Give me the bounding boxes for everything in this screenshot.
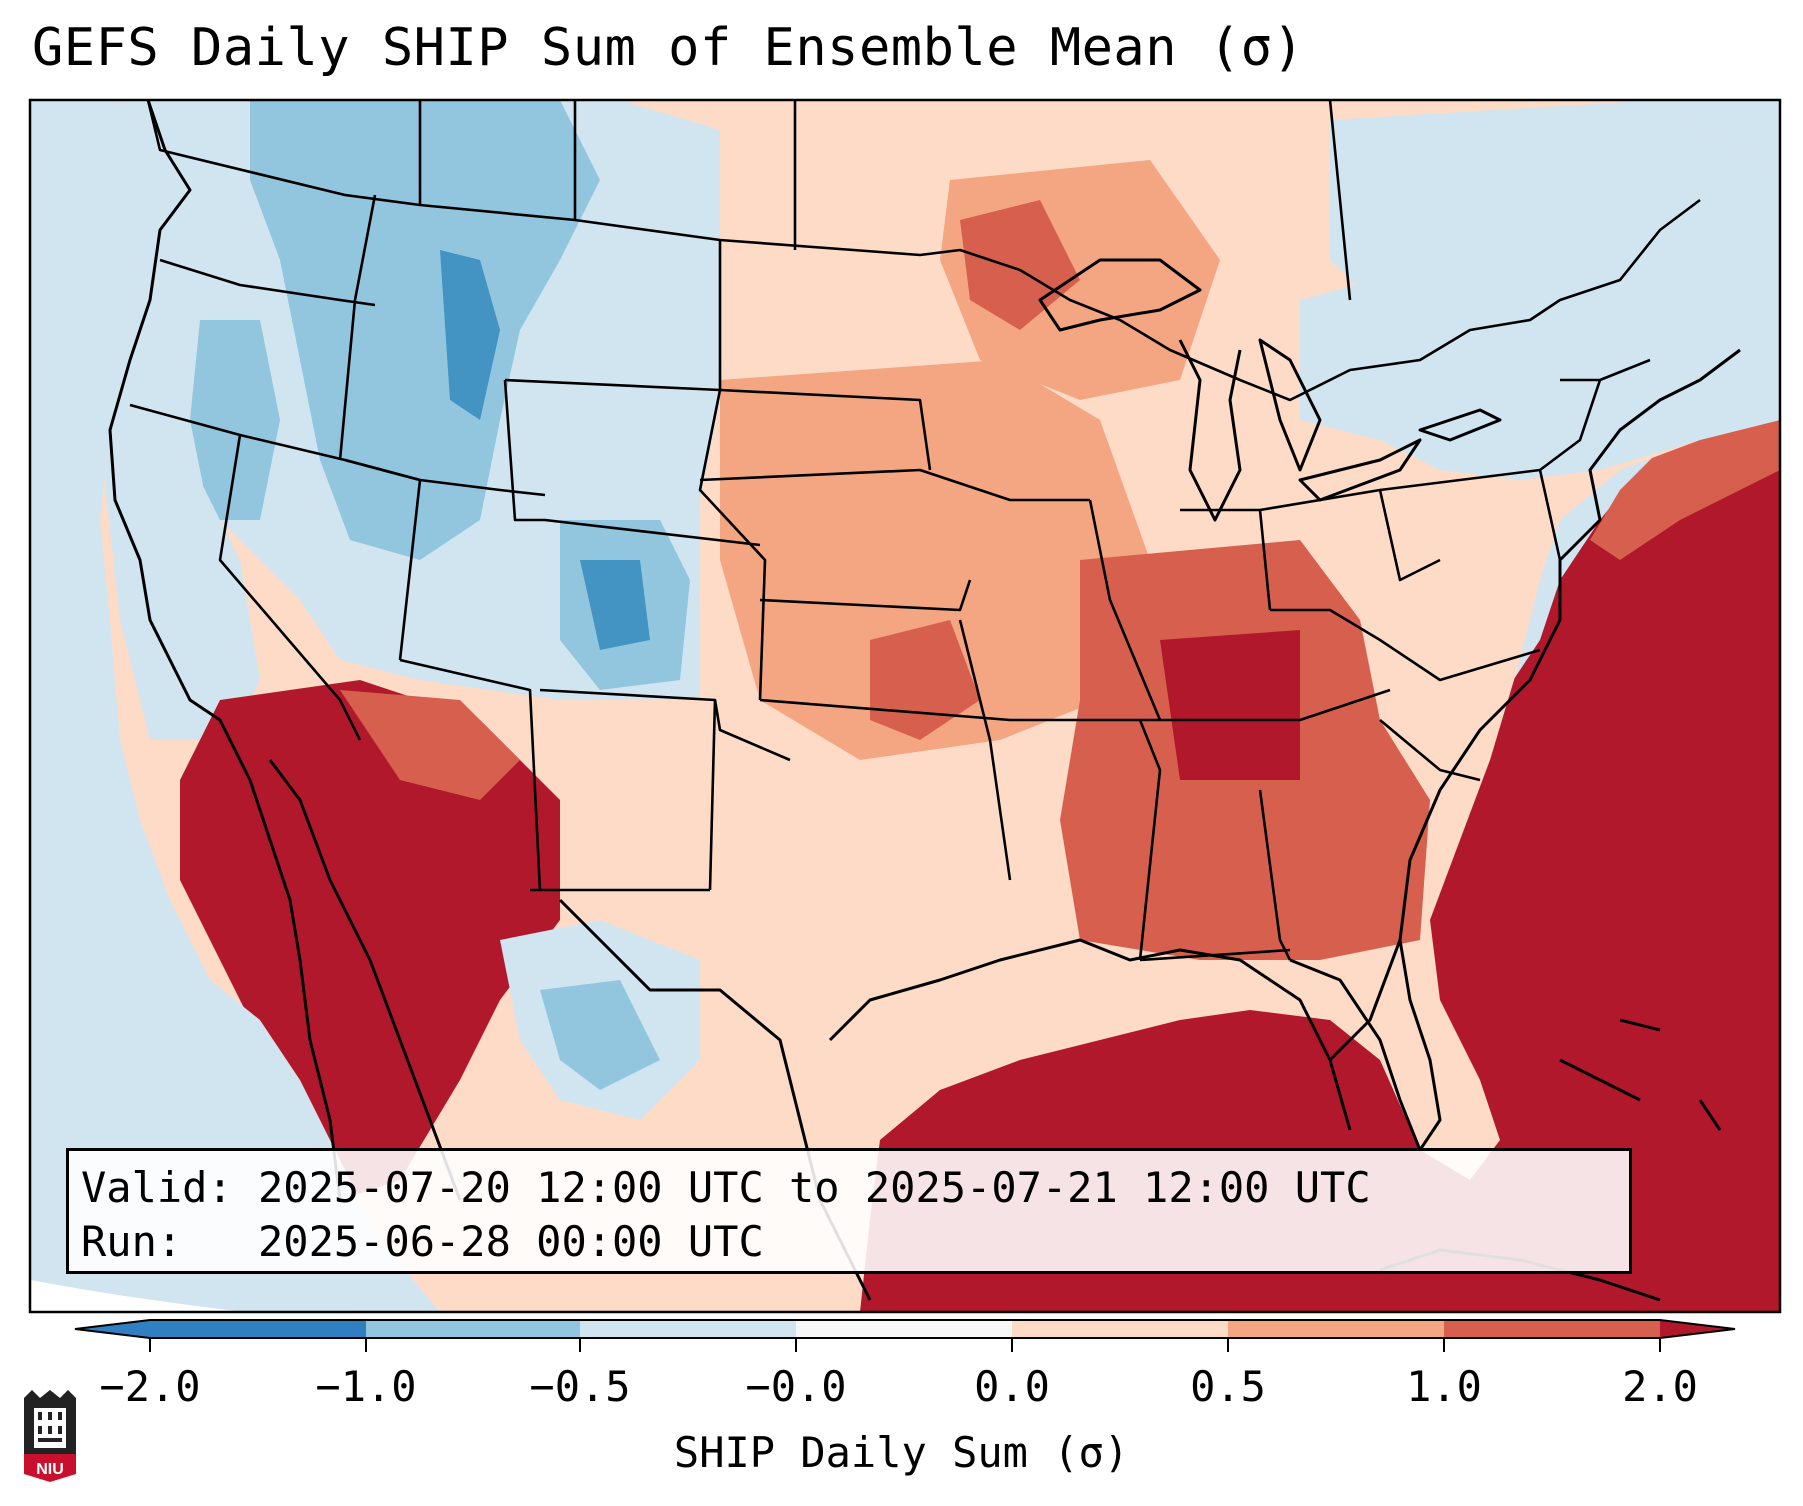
run-time: 2025-06-28 00:00 UTC [258, 1217, 764, 1266]
coastlines [108, 100, 1741, 1302]
niu-logo: NIU [24, 1390, 76, 1482]
colorbar-tick-label: 0.5 [1190, 1362, 1266, 1411]
colorbar-tick-label: −1.0 [315, 1362, 417, 1411]
colorbar-extend-high [1660, 1320, 1735, 1338]
page-title: GEFS Daily SHIP Sum of Ensemble Mean (σ) [32, 18, 1305, 78]
colorbar [74, 1319, 1736, 1352]
colorbar-segment-5 [1012, 1320, 1228, 1338]
run-label: Run: [81, 1217, 183, 1266]
colorbar-tick-label: 2.0 [1622, 1362, 1698, 1411]
colorbar-segment-3 [580, 1320, 796, 1338]
valid-run-info-box: Valid: 2025-07-20 12:00 UTC to 2025-07-2… [66, 1148, 1632, 1274]
colorbar-segment-4 [796, 1320, 1012, 1338]
colorbar-segment-1 [150, 1320, 366, 1338]
niu-logo-text: NIU [36, 1461, 64, 1478]
colorbar-ticks [149, 1338, 1661, 1352]
colorbar-extend-low [75, 1320, 150, 1338]
warm-ocean-fringe [1590, 400, 1780, 560]
colorbar-segment-7 [1444, 1320, 1660, 1338]
state-borders [129, 100, 1701, 962]
colorbar-segment-6 [1228, 1320, 1444, 1338]
map-frame [28, 98, 1782, 1314]
colorbar-label: SHIP Daily Sum (σ) [673, 1428, 1130, 1477]
valid-time: 2025-07-20 12:00 UTC to 2025-07-21 12:00… [258, 1163, 1371, 1212]
colorbar-tick-label: −0.0 [745, 1362, 847, 1411]
valid-label: Valid: [81, 1163, 233, 1212]
colorbar-tick-label: −2.0 [99, 1362, 201, 1411]
colorbar-tick-label: 1.0 [1406, 1362, 1482, 1411]
colorbar-segment-2 [366, 1320, 580, 1338]
colorbar-tick-label: 0.0 [974, 1362, 1050, 1411]
colorbar-tick-label: −0.5 [529, 1362, 631, 1411]
